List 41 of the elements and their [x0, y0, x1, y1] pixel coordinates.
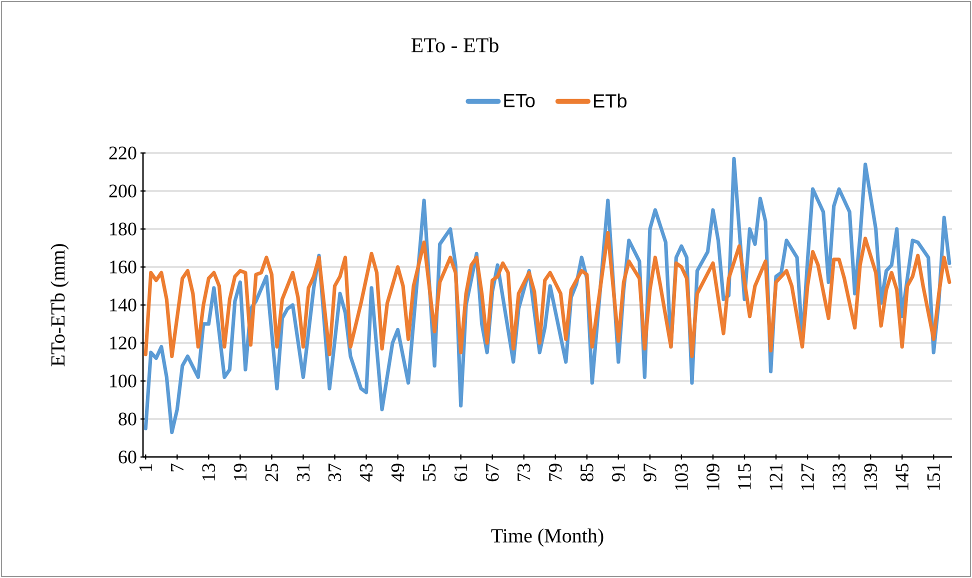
x-tick-label: 133	[832, 464, 846, 490]
x-tick-label: 61	[454, 464, 468, 482]
x-tick-label: 127	[801, 464, 814, 490]
legend-label: ETb	[594, 94, 626, 108]
x-tick-label: 49	[391, 464, 404, 482]
y-axis-title: ETo-ETb (mm)	[50, 244, 69, 366]
x-tick-label: 121	[770, 464, 782, 490]
y-tick-label: 200	[109, 184, 136, 198]
y-tick-label: 80	[118, 412, 136, 426]
x-tick-label: 13	[202, 464, 216, 480]
x-tick-label: 103	[675, 464, 688, 490]
x-tick-label: 73	[517, 464, 530, 481]
x-tick-label: 79	[549, 464, 562, 481]
x-tick-label: 151	[927, 464, 940, 490]
x-tick-label: 19	[234, 464, 247, 480]
y-tick-label: 160	[110, 260, 136, 274]
chart-title: ETo - ETb	[411, 38, 498, 52]
x-axis-title: Time (Month)	[491, 528, 604, 547]
x-tick-label: 139	[864, 464, 877, 490]
y-tick-label: 180	[110, 222, 136, 236]
x-tick-label: 7	[170, 464, 184, 472]
x-tick-label: 145	[896, 464, 908, 490]
y-tick-label: 220	[109, 146, 136, 160]
legend-label: ETo	[504, 94, 535, 108]
x-tick-label: 97	[644, 464, 656, 482]
x-tick-label: 37	[328, 464, 342, 482]
x-tick-label: 55	[422, 464, 436, 481]
x-tick-label: 1	[139, 464, 152, 471]
x-tick-label: 115	[738, 464, 751, 490]
y-tick-label: 140	[110, 298, 136, 312]
x-tick-label: 91	[612, 464, 625, 482]
line-series	[144, 230, 952, 358]
x-tick-label: 43	[360, 464, 373, 482]
y-tick-label: 60	[118, 450, 136, 464]
y-tick-label: 120	[110, 336, 136, 350]
y-tick-label: 100	[110, 374, 136, 388]
x-tick-label: 109	[706, 464, 720, 490]
x-tick-label: 85	[580, 464, 594, 482]
x-tick-label: 25	[265, 464, 278, 482]
x-tick-label: 67	[486, 464, 499, 482]
x-tick-label: 31	[296, 464, 310, 482]
